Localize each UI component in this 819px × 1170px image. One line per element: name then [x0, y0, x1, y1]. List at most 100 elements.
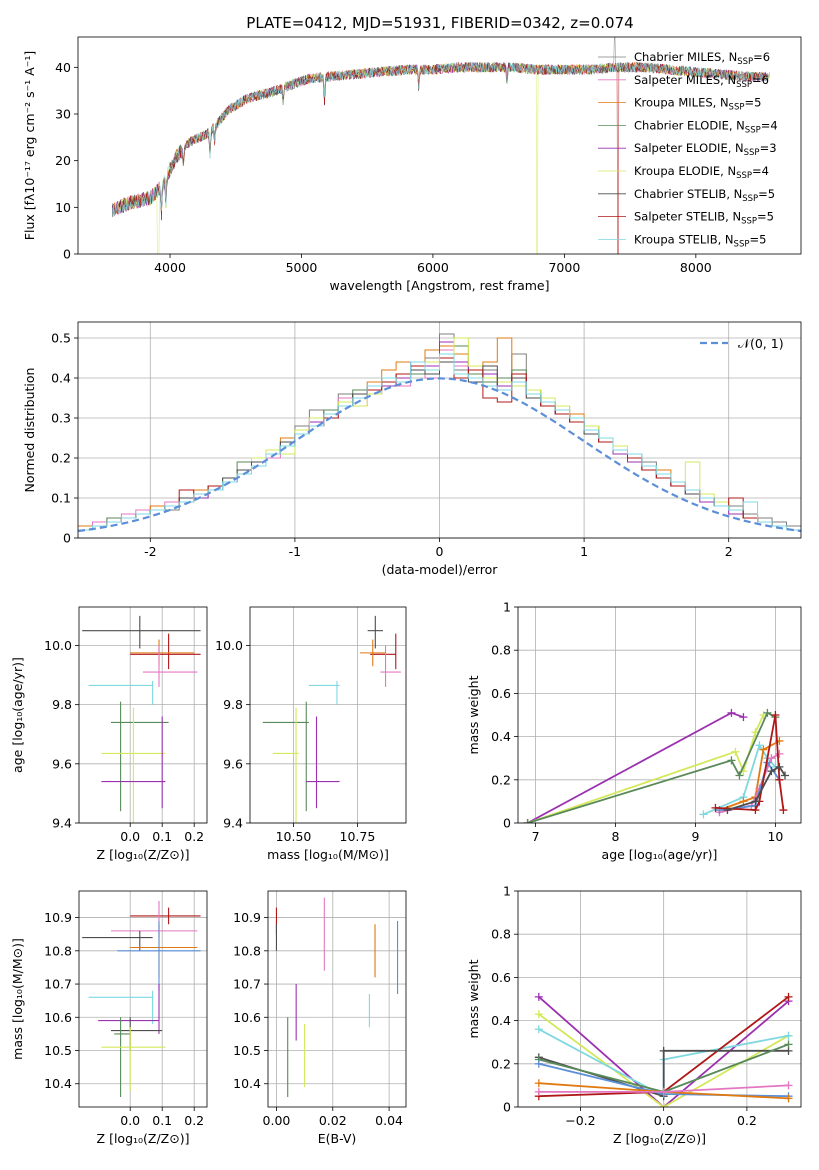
massweight-vs-age-ytick-label: 0.4	[491, 729, 511, 744]
age-vs-mass-point	[380, 645, 401, 687]
legend-entry: Kroupa STELIB, NSSP=5	[634, 232, 766, 249]
histogram-xtick-label: -2	[144, 544, 156, 559]
massweight-vs-age-series-marker	[727, 708, 736, 717]
histogram-xtick-label: 1	[580, 544, 588, 559]
massweight-vs-age-xtick-label: 8	[612, 829, 620, 844]
mass-vs-metallicity-ytick-label: 10.7	[44, 977, 72, 992]
mass-vs-metallicity-axes: 0.0 0.1 0.2 10.4 10.5 10.6 10.7 10.8 10.9 Z [log₁…	[10, 891, 207, 1146]
massweight-vs-metallicity-series-marker	[659, 1103, 668, 1107]
age-vs-metallicity-point	[82, 615, 201, 649]
histogram-ytick-label: 0.4	[51, 371, 71, 386]
mass-vs-metallicity-ytick-label: 10.8	[44, 943, 72, 958]
age-vs-mass-xtick-label: 10.50	[276, 829, 312, 844]
massweight-vs-age-series-marker	[711, 803, 720, 812]
spectrum-axes: 4000 5000 6000 7000 8000 0 10 20 30 40 wavelength …	[22, 51, 712, 293]
massweight-vs-metallicity-series-line	[538, 996, 790, 1107]
age-vs-metallicity-point	[111, 701, 169, 812]
massweight-vs-age-series-marker	[731, 747, 740, 756]
massweight-vs-age-xtick-label: 9	[691, 829, 699, 844]
histogram-ytick-label: 0.3	[51, 411, 71, 426]
gaussian-curve	[78, 377, 801, 533]
massweight-vs-age-frame	[517, 606, 802, 824]
age-vs-metallicity-point	[101, 716, 166, 809]
age-vs-mass-xlabel: mass [log₁₀(M/M⊙)]	[267, 847, 389, 862]
mass-vs-extinction-xtick-label: 0.00	[263, 1113, 291, 1128]
mass-vs-extinction-points	[275, 897, 399, 1098]
spectrum-xtick-label: 6000	[417, 260, 449, 275]
massweight-vs-age-series-marker	[723, 806, 732, 815]
massweight-vs-age-series-marker	[739, 713, 748, 722]
massweight-vs-age-series-marker	[751, 806, 760, 815]
spectrum-ytick-label: 20	[55, 153, 71, 168]
spectrum-ylabel: Flux [fλ10⁻¹⁷ erg cm⁻² s⁻¹ A⁻¹]	[22, 51, 37, 240]
massweight-vs-metallicity-ytick-label: 0.6	[491, 970, 511, 985]
age-vs-metallicity-ytick-label: 9.8	[52, 697, 72, 712]
mass-vs-extinction-ytick-label: 10.8	[233, 943, 261, 958]
massweight-vs-age-ytick-label: 0.6	[491, 686, 511, 701]
mass-vs-extinction-ytick-label: 10.6	[233, 1010, 261, 1025]
massweight-vs-age-series-marker	[763, 708, 772, 717]
mass-vs-metallicity-ytick-label: 10.6	[44, 1010, 72, 1025]
mass-vs-metallicity-point	[101, 1027, 166, 1091]
massweight-vs-age-axes: 7 8 9 10 0 0.2 0.4 0.6 0.8 1 age [log₁₀(age/yr)] ma…	[466, 600, 801, 862]
mass-vs-metallicity-point	[88, 990, 154, 1024]
histogram-steps	[78, 333, 801, 533]
massweight-vs-metallicity-ytick-label: 1	[503, 884, 511, 899]
histogram-xlabel: (data-model)/error	[382, 562, 499, 577]
mass-vs-extinction-frame	[267, 890, 407, 1108]
massweight-vs-metallicity-series-marker	[534, 1059, 543, 1068]
age-vs-mass-points	[262, 615, 401, 823]
massweight-vs-metallicity-series-marker	[659, 1087, 668, 1096]
age-vs-mass-point	[367, 615, 383, 649]
spectrum-xtick-label: 8000	[680, 260, 712, 275]
histogram-ytick-label: 0.5	[51, 331, 71, 346]
mass-vs-extinction-ytick-label: 10.9	[233, 910, 261, 925]
age-vs-mass-ytick-label: 9.8	[223, 697, 243, 712]
age-vs-metallicity-xlabel: Z [log₁₀(Z/Z⊙)]	[97, 847, 190, 862]
histogram-ytick-label: 0.2	[51, 451, 71, 466]
massweight-vs-metallicity-xlabel: Z [log₁₀(Z/Z⊙)]	[613, 1131, 706, 1146]
mass-vs-metallicity-ytick-label: 10.5	[44, 1043, 72, 1058]
spectrum-ytick-label: 0	[63, 247, 71, 262]
age-vs-metallicity-ytick-label: 10.0	[44, 638, 72, 653]
massweight-vs-metallicity-series-marker	[784, 1094, 793, 1103]
massweight-vs-metallicity-series-marker	[534, 992, 543, 1001]
massweight-vs-age-series-marker	[771, 711, 780, 719]
massweight-vs-metallicity-ylabel: mass weight	[466, 959, 481, 1038]
age-vs-mass-point	[370, 633, 397, 670]
mass-vs-metallicity-point	[130, 907, 201, 925]
massweight-vs-metallicity-xtick-label: 0.0	[654, 1113, 674, 1128]
age-vs-metallicity-point	[130, 633, 201, 670]
mass-vs-extinction-ytick-label: 10.4	[233, 1076, 261, 1091]
massweight-vs-age-series-marker	[727, 756, 736, 765]
age-vs-metallicity-ytick-label: 9.6	[52, 756, 72, 771]
massweight-vs-metallicity-series-marker	[534, 1025, 543, 1034]
spectrum-frame	[77, 36, 802, 255]
age-vs-metallicity-xtick-label: 0.1	[152, 829, 172, 844]
spectrum-legend: Chabrier MILES, NSSP=6 Salpeter MILES, NS…	[598, 50, 778, 249]
massweight-vs-age-ytick-label: 0	[503, 816, 511, 831]
massweight-vs-age-series-marker	[767, 754, 776, 763]
massweight-vs-age-series-marker	[759, 745, 768, 754]
legend-entry: Salpeter STELIB, NSSP=5	[634, 210, 774, 227]
mass-vs-extinction-axes: 0.00 0.02 0.04 10.4 10.5 10.6 10.7 10.8 10.9 E(B-…	[233, 891, 406, 1146]
massweight-vs-age-xlabel: age [log₁₀(age/yr)]	[602, 847, 718, 862]
mass-vs-metallicity-xtick-label: 0.2	[184, 1113, 204, 1128]
massweight-vs-age-ytick-label: 1	[503, 600, 511, 615]
age-vs-metallicity-point	[88, 680, 154, 705]
age-vs-metallicity-xtick-label: 0.2	[184, 829, 204, 844]
age-vs-mass-ytick-label: 9.4	[223, 816, 243, 831]
massweight-vs-age-ylabel: mass weight	[466, 675, 481, 754]
massweight-vs-age-series-marker	[775, 749, 784, 758]
spectrum-xtick-label: 4000	[154, 260, 186, 275]
mass-vs-extinction-xtick-label: 0.04	[375, 1113, 403, 1128]
histogram-series-step	[78, 353, 801, 531]
massweight-vs-metallicity-lines	[534, 992, 793, 1107]
massweight-vs-metallicity-ytick-label: 0.8	[491, 927, 511, 942]
age-vs-mass-axes: 10.50 10.75 9.4 9.6 9.8 10.0 mass [log₁₀(M/M⊙)…	[215, 607, 406, 862]
age-vs-metallicity-points	[82, 615, 201, 823]
figure-title: PLATE=0412, MJD=51931, FIBERID=0342, z=0…	[246, 14, 633, 32]
histogram-frame	[77, 321, 802, 539]
massweight-vs-age-series-marker	[739, 797, 748, 806]
massweight-vs-metallicity-series-marker	[534, 1079, 543, 1088]
